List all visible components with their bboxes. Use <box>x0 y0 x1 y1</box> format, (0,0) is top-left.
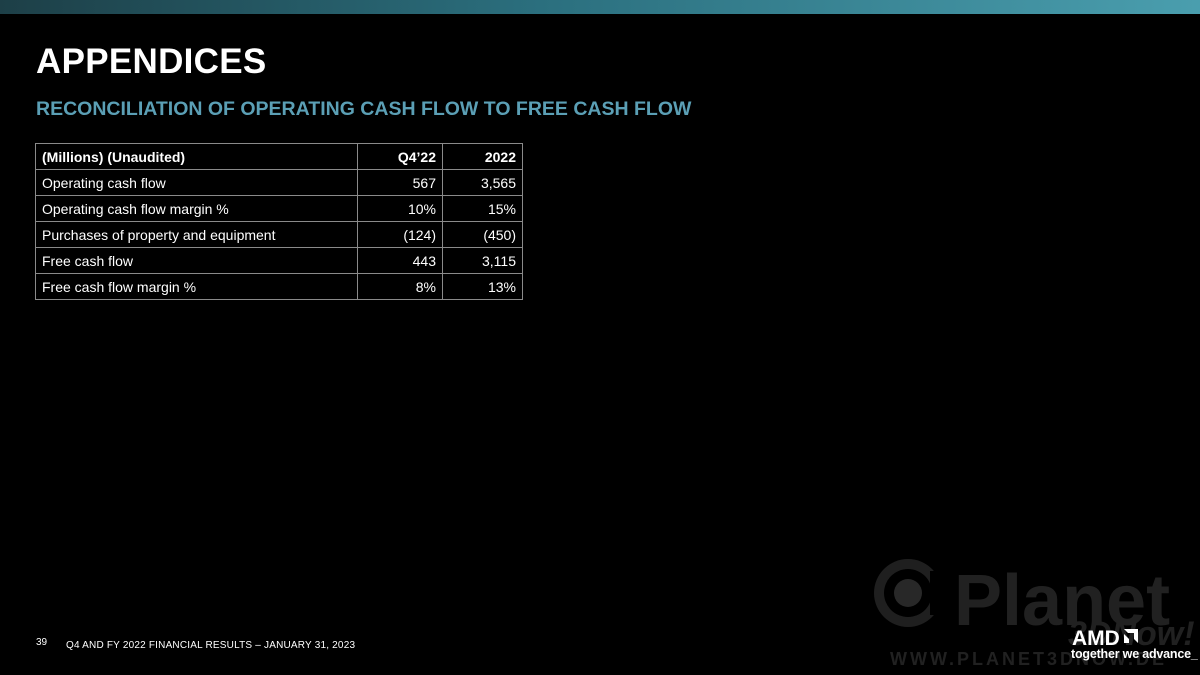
row-year-value: (450) <box>442 221 523 248</box>
row-year-value: 15% <box>442 195 523 222</box>
top-accent-bar <box>0 0 1200 14</box>
row-year-value: 3,565 <box>442 169 523 196</box>
watermark-logo-icon <box>874 559 942 627</box>
reconciliation-table: (Millions) (Unaudited) Q4’22 2022 Operat… <box>35 143 523 300</box>
row-label: Operating cash flow <box>35 169 358 196</box>
row-q4-value: 10% <box>357 195 443 222</box>
footer-text: Q4 AND FY 2022 FINANCIAL RESULTS – JANUA… <box>66 640 356 651</box>
amd-arrow-icon <box>1124 629 1138 643</box>
amd-logo: AMD <box>1072 627 1138 648</box>
header-q4: Q4’22 <box>357 143 443 170</box>
row-label: Free cash flow <box>35 247 358 274</box>
watermark-title: Planet <box>954 561 1170 641</box>
planet3dnow-watermark: Planet 3DNow! WWW.PLANET3DNOW.DE <box>874 559 1195 668</box>
watermark-url: WWW.PLANET3DNOW.DE <box>890 649 1167 668</box>
row-label: Operating cash flow margin % <box>35 195 358 222</box>
page-number: 39 <box>36 637 48 648</box>
row-q4-value: 8% <box>357 273 443 300</box>
row-q4-value: 567 <box>357 169 443 196</box>
table-row: Purchases of property and equipment (124… <box>35 221 523 248</box>
table-row: Free cash flow margin % 8% 13% <box>35 273 523 300</box>
table-row: Operating cash flow margin % 10% 15% <box>35 195 523 222</box>
row-year-value: 13% <box>442 273 523 300</box>
slide-title: APPENDICES <box>36 42 267 81</box>
header-year: 2022 <box>442 143 523 170</box>
table-header-row: (Millions) (Unaudited) Q4’22 2022 <box>35 143 523 170</box>
row-label: Purchases of property and equipment <box>35 221 358 248</box>
slide-subtitle: RECONCILIATION OF OPERATING CASH FLOW TO… <box>36 98 692 120</box>
watermark-subtitle: 3DNow! <box>1068 615 1195 653</box>
row-q4-value: 443 <box>357 247 443 274</box>
table-row: Free cash flow 443 3,115 <box>35 247 523 274</box>
row-year-value: 3,115 <box>442 247 523 274</box>
row-q4-value: (124) <box>357 221 443 248</box>
amd-tagline: together we advance_ <box>1071 647 1198 661</box>
row-label: Free cash flow margin % <box>35 273 358 300</box>
header-label: (Millions) (Unaudited) <box>35 143 358 170</box>
table-row: Operating cash flow 567 3,565 <box>35 169 523 196</box>
amd-logo-text: AMD <box>1072 627 1120 648</box>
